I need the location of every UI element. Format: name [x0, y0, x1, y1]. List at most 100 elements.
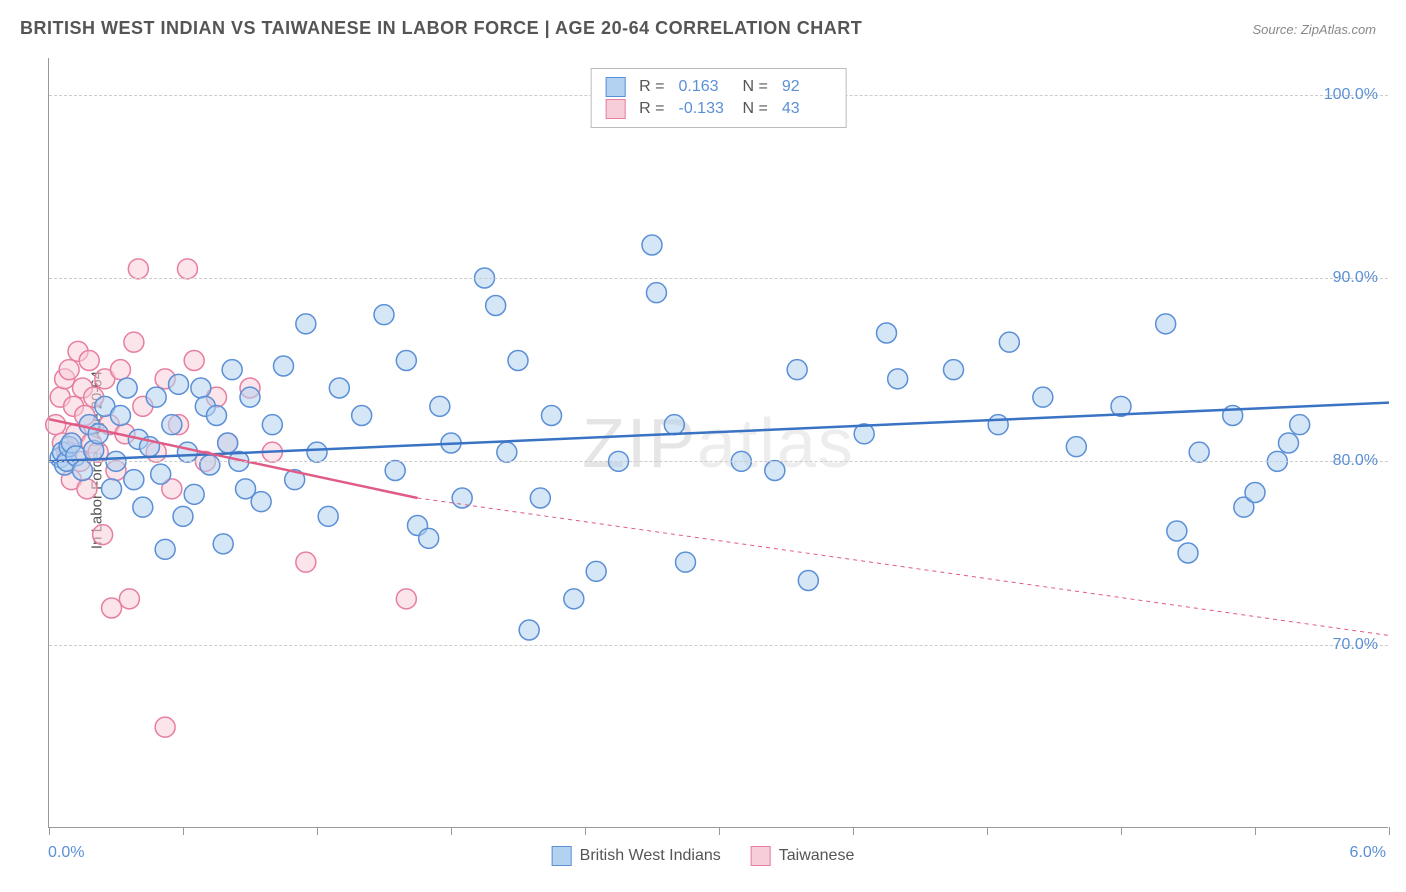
- scatter-point: [213, 534, 233, 554]
- legend-row-tw: R = -0.133 N = 43: [605, 99, 832, 119]
- scatter-point: [102, 598, 122, 618]
- swatch-bwi-icon: [552, 846, 572, 866]
- series-legend: British West Indians Taiwanese: [552, 846, 855, 866]
- scatter-point: [151, 464, 171, 484]
- swatch-tw-icon: [605, 99, 625, 119]
- scatter-point: [1156, 314, 1176, 334]
- scatter-point: [184, 351, 204, 371]
- scatter-point: [988, 415, 1008, 435]
- scatter-point: [177, 259, 197, 279]
- scatter-point: [519, 620, 539, 640]
- y-tick-label: 90.0%: [1333, 269, 1378, 287]
- scatter-svg: [49, 58, 1388, 827]
- scatter-point: [177, 442, 197, 462]
- scatter-point: [430, 396, 450, 416]
- scatter-point: [396, 351, 416, 371]
- scatter-point: [352, 406, 372, 426]
- scatter-point: [497, 442, 517, 462]
- scatter-point: [542, 406, 562, 426]
- scatter-point: [88, 424, 108, 444]
- swatch-bwi-icon: [605, 77, 625, 97]
- scatter-point: [586, 561, 606, 581]
- scatter-point: [124, 470, 144, 490]
- scatter-point: [200, 455, 220, 475]
- scatter-point: [329, 378, 349, 398]
- n-label: N =: [743, 78, 768, 96]
- scatter-point: [1178, 543, 1198, 563]
- x-tick: [317, 827, 318, 835]
- scatter-point: [318, 506, 338, 526]
- x-tick: [1255, 827, 1256, 835]
- scatter-point: [133, 497, 153, 517]
- grid-line: [49, 278, 1388, 279]
- scatter-point: [508, 351, 528, 371]
- scatter-point: [486, 296, 506, 316]
- y-tick-label: 80.0%: [1333, 452, 1378, 470]
- scatter-point: [262, 415, 282, 435]
- y-tick-label: 100.0%: [1324, 86, 1378, 104]
- scatter-point: [1033, 387, 1053, 407]
- scatter-point: [1189, 442, 1209, 462]
- scatter-point: [877, 323, 897, 343]
- x-tick: [987, 827, 988, 835]
- scatter-point: [128, 259, 148, 279]
- legend-row-bwi: R = 0.163 N = 92: [605, 77, 832, 97]
- r-label: R =: [639, 78, 664, 96]
- x-tick: [1121, 827, 1122, 835]
- scatter-point: [676, 552, 696, 572]
- scatter-point: [46, 415, 66, 435]
- scatter-point: [296, 552, 316, 572]
- r-label: R =: [639, 100, 664, 118]
- scatter-point: [396, 589, 416, 609]
- scatter-point: [564, 589, 584, 609]
- source-label: Source: ZipAtlas.com: [1252, 22, 1376, 37]
- scatter-point: [530, 488, 550, 508]
- grid-line: [49, 461, 1388, 462]
- scatter-point: [1167, 521, 1187, 541]
- scatter-point: [240, 387, 260, 407]
- plot-area: ZIPatlas R = 0.163 N = 92 R = -0.133 N =…: [48, 58, 1388, 828]
- scatter-point: [117, 378, 137, 398]
- scatter-point: [155, 717, 175, 737]
- scatter-point: [191, 378, 211, 398]
- x-tick: [853, 827, 854, 835]
- legend-item-tw: Taiwanese: [751, 846, 855, 866]
- chart-container: In Labor Force | Age 20-64 ZIPatlas R = …: [0, 50, 1406, 870]
- scatter-point: [93, 525, 113, 545]
- scatter-point: [664, 415, 684, 435]
- scatter-point: [124, 332, 144, 352]
- correlation-legend: R = 0.163 N = 92 R = -0.133 N = 43: [590, 68, 847, 128]
- scatter-point: [646, 283, 666, 303]
- scatter-point: [1245, 483, 1265, 503]
- scatter-point: [184, 484, 204, 504]
- n-label: N =: [743, 100, 768, 118]
- scatter-point: [162, 415, 182, 435]
- scatter-point: [173, 506, 193, 526]
- chart-title: BRITISH WEST INDIAN VS TAIWANESE IN LABO…: [20, 18, 862, 39]
- x-tick: [1389, 827, 1390, 835]
- scatter-point: [296, 314, 316, 334]
- legend-label-bwi: British West Indians: [580, 847, 721, 865]
- trend-line-extrapolated: [418, 498, 1390, 636]
- scatter-point: [79, 351, 99, 371]
- legend-label-tw: Taiwanese: [779, 847, 855, 865]
- scatter-point: [798, 571, 818, 591]
- scatter-point: [274, 356, 294, 376]
- scatter-point: [59, 360, 79, 380]
- scatter-point: [642, 235, 662, 255]
- scatter-point: [888, 369, 908, 389]
- scatter-point: [419, 528, 439, 548]
- scatter-point: [155, 539, 175, 559]
- x-tick: [719, 827, 720, 835]
- grid-line: [49, 645, 1388, 646]
- scatter-point: [765, 461, 785, 481]
- scatter-point: [452, 488, 472, 508]
- y-tick-label: 70.0%: [1333, 636, 1378, 654]
- scatter-point: [73, 461, 93, 481]
- scatter-point: [944, 360, 964, 380]
- trend-line: [49, 403, 1389, 462]
- x-tick: [183, 827, 184, 835]
- legend-item-bwi: British West Indians: [552, 846, 721, 866]
- scatter-point: [787, 360, 807, 380]
- x-tick: [585, 827, 586, 835]
